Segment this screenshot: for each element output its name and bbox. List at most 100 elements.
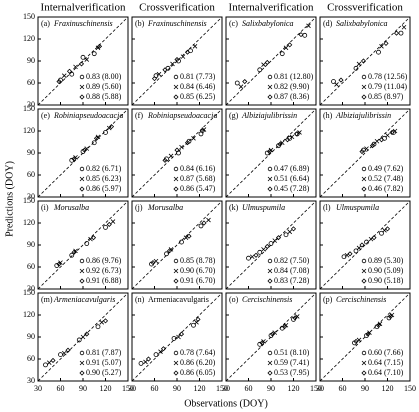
point: [378, 137, 385, 143]
legend-symbol: [267, 278, 273, 284]
legend-marker: [79, 176, 85, 182]
panel-title: Armeniacavulgaris: [53, 295, 115, 304]
legend-marker: [267, 360, 273, 366]
point: [385, 133, 390, 138]
point: [259, 340, 265, 346]
point: [268, 241, 274, 246]
point: [269, 331, 276, 337]
point: [174, 147, 180, 153]
legend-marker: [79, 370, 85, 376]
x-tick-label: 30: [316, 384, 324, 393]
panel: 30 60 90 120 150 (a) Fraxinuschinensis 0.83 (8.…: [23, 12, 129, 109]
legend-label: 0.84 (7.08): [274, 266, 310, 275]
panel-label: (o): [229, 295, 239, 304]
point: [334, 82, 339, 87]
point: [58, 352, 63, 358]
panel-label: (a): [41, 19, 50, 28]
point: [377, 321, 383, 327]
legend-label: 0.82 (6.71): [86, 164, 122, 173]
point: [375, 322, 382, 328]
legend-marker: [173, 360, 179, 366]
legend-symbol: [267, 166, 273, 172]
legend-marker: [79, 350, 85, 356]
legend-symbol: [79, 370, 85, 376]
legend-marker: [79, 94, 85, 100]
x-tick-label: 120: [288, 384, 300, 393]
legend-marker: [361, 370, 367, 376]
point: [238, 84, 244, 89]
y-tick-label: 60: [27, 354, 35, 363]
legend-label: 0.88 (5.88): [86, 92, 122, 101]
y-tick-label: 30: [27, 284, 35, 293]
legend-label: 0.81 (12.80): [274, 72, 314, 81]
legend-marker: [173, 370, 179, 376]
point: [95, 134, 101, 140]
legend-label: 0.46 (7.82): [368, 184, 404, 193]
point: [191, 136, 196, 141]
legend-marker: [361, 268, 367, 274]
point: [184, 140, 191, 146]
legend-symbol: [79, 84, 85, 90]
legend-label: 0.49 (7.62): [368, 164, 404, 173]
y-tick-label: 120: [23, 34, 35, 43]
panel: (h) Albiziajulibrissin 0.49 (7.62)0.52 (7.…: [319, 108, 411, 198]
point: [242, 78, 248, 85]
point: [138, 360, 144, 366]
legend-label: 0.90 (5.18): [368, 276, 404, 285]
point: [71, 249, 77, 255]
legend-label: 0.86 (9.76): [86, 256, 122, 265]
legend-label: 0.86 (5.47): [180, 184, 216, 193]
point: [294, 314, 300, 319]
point: [360, 58, 367, 64]
point: [277, 141, 283, 147]
x-tick-label: 120: [100, 384, 112, 393]
point: [84, 57, 90, 62]
panel-title: Salixbabylonica: [242, 19, 294, 28]
point: [331, 79, 336, 84]
point: [110, 219, 116, 224]
point: [191, 322, 196, 328]
point: [261, 339, 266, 344]
point: [84, 241, 90, 246]
legend-marker: [79, 186, 85, 192]
legend-symbol: [267, 360, 273, 366]
point: [58, 260, 63, 265]
panel: 30 60 90 120 150 (p) Cercischinensis 0.60 (7.66…: [316, 292, 416, 393]
legend-label: 0.91 (6.88): [86, 276, 122, 285]
point: [365, 331, 371, 337]
panel-title: Ulmuspumila: [336, 203, 379, 212]
legend-symbol: [361, 360, 367, 366]
point: [261, 247, 266, 252]
panel-label: (f): [135, 111, 143, 120]
point: [198, 223, 204, 229]
legend-marker: [173, 278, 179, 284]
legend-symbol: [79, 360, 85, 366]
x-tick-label: 90: [267, 384, 275, 393]
point: [293, 131, 300, 137]
panel-title: Albiziajulibrissin: [335, 111, 391, 120]
legend-marker: [267, 370, 273, 376]
point: [283, 322, 289, 328]
panel: 30 60 90 120 150 (n) Armeniacavulgaris 0.78 (7.…: [128, 292, 228, 393]
point: [84, 146, 90, 151]
y-axis-label: Predictions (DOY): [4, 161, 15, 237]
point: [199, 128, 206, 134]
point: [306, 23, 311, 29]
point: [201, 220, 207, 226]
point: [66, 68, 73, 74]
point: [353, 248, 359, 254]
legend-label: 0.45 (7.28): [274, 184, 310, 193]
panel: (l) Ulmuspumila 0.89 (5.30)0.90 (5.09)0.90…: [319, 200, 411, 290]
one-to-one-line: [319, 108, 411, 198]
legend-symbol: [79, 74, 85, 80]
one-to-one-line: [319, 200, 411, 290]
x-tick-label: 60: [151, 384, 159, 393]
panel: (c) Salixbabylonica 0.81 (12.80)0.82 (9.90…: [225, 16, 317, 106]
panel: (k) Ulmuspumila 0.82 (7.50)0.84 (7.08)0.83…: [225, 200, 317, 290]
legend-marker: [361, 186, 367, 192]
point: [264, 243, 270, 250]
legend-label: 0.86 (6.05): [180, 368, 216, 377]
legend-label: 0.81 (7.73): [180, 72, 216, 81]
legend-symbol: [173, 84, 179, 90]
